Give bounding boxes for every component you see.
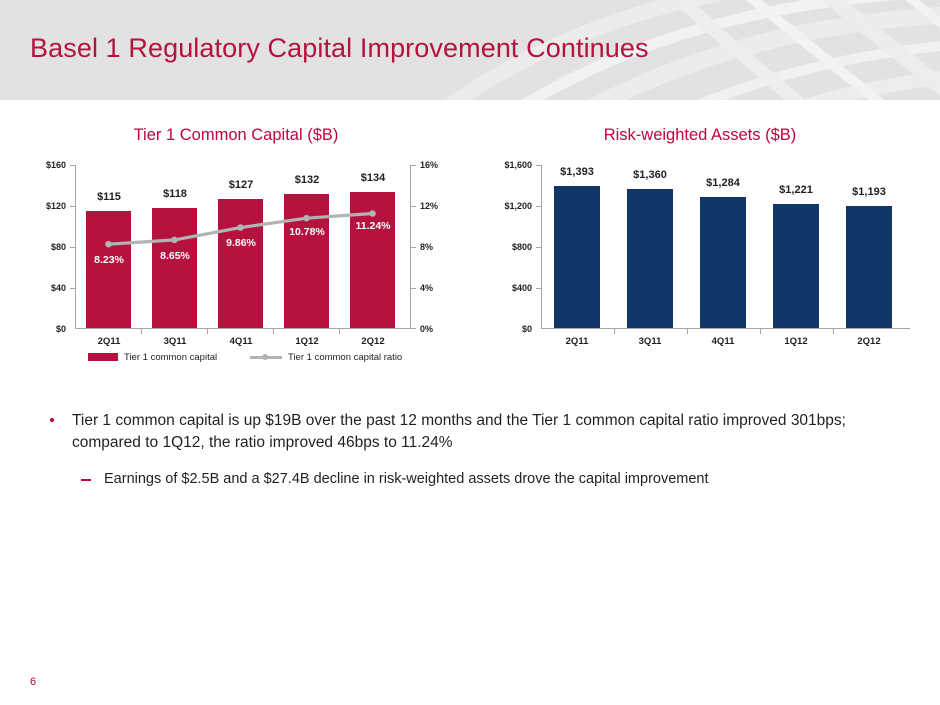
bar-value-rwa-2Q11: $1,393 (560, 166, 594, 178)
bullet-dot-icon (50, 418, 54, 422)
legend-swatch-line-icon (250, 353, 282, 361)
rwa-x-axis-tick (833, 329, 834, 334)
ratio-value-1Q12: 10.78% (289, 226, 325, 238)
legend-label-tier1-common-capital: Tier 1 common capital (124, 351, 218, 363)
y2-axis-tick (411, 247, 416, 248)
page-title: Basel 1 Regulatory Capital Improvement C… (30, 33, 649, 63)
y2-axis-label-0: 0% (420, 324, 434, 334)
rwa-y-axis-tick (536, 247, 541, 248)
ratio-value-2Q11: 8.23% (94, 254, 124, 266)
bar-rwa-4Q11 (700, 197, 746, 328)
x-axis-label-2Q12: 2Q12 (361, 336, 385, 347)
y2-axis-tick (411, 206, 416, 207)
x-axis-line (75, 328, 410, 329)
bullet-level2-text: Earnings of $2.5B and a $27.4B decline i… (104, 471, 709, 487)
legend-label-tier1-common-capital-ratio: Tier 1 common capital ratio (288, 351, 403, 363)
ratio-value-3Q11: 8.65% (160, 250, 190, 262)
x-axis-tick (339, 329, 340, 334)
x-axis-label-4Q11: 4Q11 (229, 336, 253, 347)
bar-rwa-2Q12 (846, 206, 892, 328)
rwa-y-axis-label-1200: $1,200 (504, 201, 532, 211)
rwa-y-axis-tick (536, 288, 541, 289)
header-arc-decoration (444, 0, 940, 100)
chart-risk-weighted-assets: $1,600 $1,200 $800 $400 $0 $1,393 $1,360… (470, 150, 940, 347)
rwa-y-axis-label-800: $800 (511, 242, 532, 252)
y2-axis-tick (411, 165, 416, 166)
y-axis-tick (70, 206, 75, 207)
bar-value-rwa-3Q11: $1,360 (633, 169, 667, 181)
rwa-x-axis-label-3Q11: 3Q11 (638, 336, 662, 347)
y-axis-label-0: $0 (55, 324, 66, 334)
slide-header: Basel 1 Regulatory Capital Improvement C… (0, 0, 940, 100)
y2-axis-label-4: 4% (420, 283, 434, 293)
bar-value-tier1-1Q12: $132 (294, 174, 320, 186)
chart-tier1-common-capital: $160 $120 $80 $40 $0 16% 12% 8% 4% 0% $1… (0, 150, 470, 347)
rwa-y-axis-tick (536, 206, 541, 207)
bullet-list: Tier 1 common capital is up $19B over th… (44, 410, 904, 490)
x-axis-label-1Q12: 1Q12 (295, 336, 319, 347)
rwa-y-axis-line (541, 165, 542, 329)
y-axis-label-160: $160 (45, 160, 66, 170)
ratio-value-2Q12: 11.24% (355, 220, 391, 232)
rwa-y-axis-tick (536, 165, 541, 166)
bar-tier1-2Q11 (86, 211, 131, 328)
y-axis-tick (70, 165, 75, 166)
bar-value-rwa-4Q11: $1,284 (706, 177, 740, 189)
bar-value-rwa-1Q12: $1,221 (779, 184, 813, 196)
rwa-y-axis-label-0: $0 (521, 324, 532, 334)
rwa-x-axis-label-2Q12: 2Q12 (857, 336, 881, 347)
legend-swatch-bar-icon (88, 353, 118, 361)
bar-rwa-1Q12 (773, 204, 819, 328)
chart-title-tier1-common-capital: Tier 1 Common Capital ($B) (133, 126, 339, 144)
y2-axis-line (410, 165, 411, 329)
bullet-dash-icon (81, 479, 91, 481)
rwa-x-axis-tick (687, 329, 688, 334)
x-axis-tick (141, 329, 142, 334)
x-axis-label-2Q11: 2Q11 (97, 336, 121, 347)
y-axis-label-120: $120 (45, 201, 66, 211)
ratio-value-4Q11: 9.86% (226, 237, 256, 249)
y-axis-line (75, 165, 76, 329)
y-axis-label-80: $80 (50, 242, 66, 252)
rwa-x-axis-label-4Q11: 4Q11 (711, 336, 735, 347)
bar-tier1-3Q11 (152, 208, 197, 328)
rwa-y-axis-label-1600: $1,600 (504, 160, 532, 170)
legend-entry-tier1-common-capital-ratio: Tier 1 common capital ratio (250, 349, 402, 365)
rwa-x-axis-line (541, 328, 910, 329)
chart-title-risk-weighted-assets: Risk-weighted Assets ($B) (603, 126, 797, 144)
bar-value-tier1-2Q12: $134 (360, 172, 386, 184)
bar-value-tier1-3Q11: $118 (163, 188, 187, 200)
rwa-x-axis-label-2Q11: 2Q11 (565, 336, 589, 347)
bar-value-rwa-2Q12: $1,193 (852, 186, 886, 198)
x-axis-tick (273, 329, 274, 334)
bar-rwa-3Q11 (627, 189, 673, 328)
ratio-line-series (105, 210, 376, 248)
y2-axis-label-8: 8% (420, 242, 434, 252)
bar-value-tier1-2Q11: $115 (97, 191, 121, 203)
page-number: 6 (30, 676, 37, 688)
chart-legend: Tier 1 common capital Tier 1 common capi… (88, 349, 418, 365)
bar-tier1-4Q11 (218, 199, 263, 328)
y2-axis-tick (411, 288, 416, 289)
x-axis-label-3Q11: 3Q11 (163, 336, 187, 347)
y2-axis-label-16: 16% (420, 160, 439, 170)
rwa-x-axis-label-1Q12: 1Q12 (784, 336, 808, 347)
rwa-x-axis-tick (614, 329, 615, 334)
x-axis-tick (207, 329, 208, 334)
rwa-y-axis-label-400: $400 (511, 283, 532, 293)
y2-axis-label-12: 12% (420, 201, 439, 211)
bar-value-tier1-4Q11: $127 (228, 179, 254, 191)
legend-entry-tier1-common-capital: Tier 1 common capital (88, 349, 217, 365)
y-axis-label-40: $40 (50, 283, 66, 293)
rwa-x-axis-tick (760, 329, 761, 334)
bar-rwa-2Q11 (554, 186, 600, 328)
bullet-level1: Tier 1 common capital is up $19B over th… (44, 410, 904, 454)
y2-axis-tick (411, 328, 416, 329)
y-axis-tick (70, 247, 75, 248)
bullet-level1-text: Tier 1 common capital is up $19B over th… (72, 412, 846, 451)
y-axis-tick (70, 288, 75, 289)
bullet-level2: Earnings of $2.5B and a $27.4B decline i… (76, 469, 904, 490)
